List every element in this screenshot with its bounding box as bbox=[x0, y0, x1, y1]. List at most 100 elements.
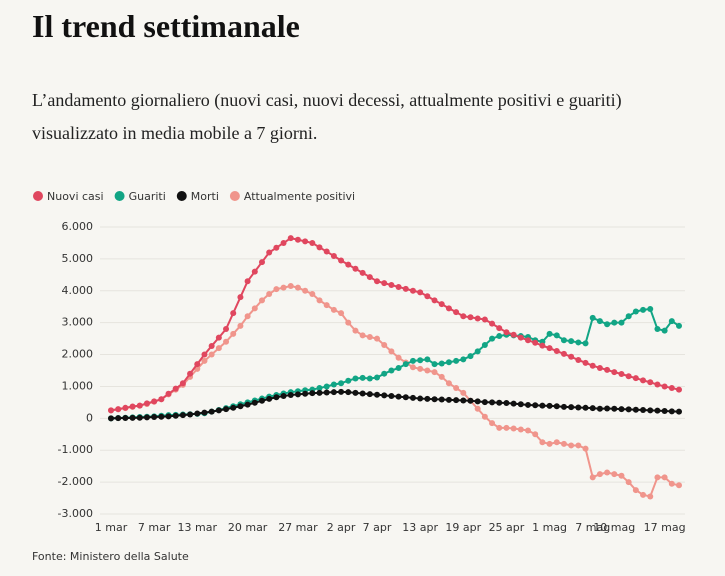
data-point bbox=[625, 313, 632, 320]
data-point bbox=[424, 293, 431, 300]
data-point bbox=[330, 389, 337, 396]
y-tick-label: -3.000 bbox=[58, 507, 93, 520]
data-point bbox=[330, 253, 337, 260]
data-point bbox=[589, 362, 596, 369]
data-point bbox=[489, 335, 496, 342]
x-tick-label: 1 mar bbox=[95, 521, 128, 534]
data-point bbox=[431, 361, 438, 368]
data-point bbox=[230, 330, 237, 337]
data-point bbox=[582, 404, 589, 411]
data-point bbox=[273, 286, 280, 293]
data-point bbox=[374, 278, 381, 285]
data-point bbox=[366, 334, 373, 341]
data-point bbox=[596, 364, 603, 371]
data-point bbox=[647, 379, 654, 386]
data-point bbox=[409, 357, 416, 364]
data-point bbox=[453, 385, 460, 392]
data-point bbox=[467, 314, 474, 321]
data-point bbox=[338, 257, 345, 264]
data-point bbox=[136, 414, 143, 421]
data-point bbox=[467, 397, 474, 404]
data-point bbox=[345, 319, 352, 326]
data-point bbox=[517, 334, 524, 341]
data-point bbox=[129, 414, 136, 421]
data-point bbox=[481, 341, 488, 348]
data-point bbox=[129, 403, 136, 410]
data-point bbox=[625, 373, 632, 380]
data-point bbox=[273, 394, 280, 401]
legend-label: Morti bbox=[191, 190, 219, 203]
data-point bbox=[632, 375, 639, 382]
data-point bbox=[604, 405, 611, 412]
data-point bbox=[359, 332, 366, 339]
data-point bbox=[381, 341, 388, 348]
data-point bbox=[215, 334, 222, 341]
data-point bbox=[575, 356, 582, 363]
data-point bbox=[532, 431, 539, 438]
data-point bbox=[640, 377, 647, 384]
data-point bbox=[496, 325, 503, 332]
data-point bbox=[438, 373, 445, 380]
data-point bbox=[417, 395, 424, 402]
data-point bbox=[438, 396, 445, 403]
data-point bbox=[316, 389, 323, 396]
data-point bbox=[237, 403, 244, 410]
data-point bbox=[618, 406, 625, 413]
data-point bbox=[194, 361, 201, 368]
data-point bbox=[201, 357, 208, 364]
data-point bbox=[158, 413, 165, 420]
data-point bbox=[366, 391, 373, 398]
data-point bbox=[273, 244, 280, 251]
data-point bbox=[474, 348, 481, 355]
data-point bbox=[553, 439, 560, 446]
data-point bbox=[179, 380, 186, 387]
data-point bbox=[359, 269, 366, 276]
data-point bbox=[338, 310, 345, 317]
data-point bbox=[481, 316, 488, 323]
data-point bbox=[280, 393, 287, 400]
data-point bbox=[143, 400, 150, 407]
data-point bbox=[560, 350, 567, 357]
x-tick-label: 20 mar bbox=[228, 521, 268, 534]
data-point bbox=[625, 406, 632, 413]
data-point bbox=[359, 374, 366, 381]
data-point bbox=[323, 302, 330, 309]
data-point bbox=[640, 306, 647, 313]
data-point bbox=[208, 351, 215, 358]
y-tick-label: 5.000 bbox=[62, 252, 94, 265]
data-point bbox=[359, 390, 366, 397]
data-point bbox=[525, 337, 532, 344]
data-point bbox=[352, 327, 359, 334]
data-point bbox=[280, 284, 287, 291]
data-point bbox=[654, 381, 661, 388]
data-point bbox=[640, 491, 647, 498]
data-point bbox=[151, 398, 158, 405]
data-point bbox=[647, 493, 654, 500]
data-point bbox=[302, 287, 309, 294]
data-point bbox=[445, 396, 452, 403]
data-point bbox=[294, 391, 301, 398]
data-point bbox=[352, 389, 359, 396]
y-tick-label: 0 bbox=[86, 411, 93, 424]
y-tick-label: 4.000 bbox=[62, 284, 94, 297]
x-tick-label: 7 apr bbox=[363, 521, 392, 534]
data-point bbox=[287, 235, 294, 242]
data-point bbox=[395, 393, 402, 400]
data-point bbox=[654, 326, 661, 333]
data-point bbox=[223, 326, 230, 333]
data-point bbox=[654, 474, 661, 481]
data-point bbox=[546, 345, 553, 352]
data-point bbox=[553, 403, 560, 410]
x-tick-label: 25 apr bbox=[489, 521, 525, 534]
data-point bbox=[172, 385, 179, 392]
data-point bbox=[438, 360, 445, 367]
data-point bbox=[395, 283, 402, 290]
data-point bbox=[453, 357, 460, 364]
legend-label: Attualmente positivi bbox=[244, 190, 355, 203]
data-point bbox=[330, 381, 337, 388]
data-point bbox=[345, 377, 352, 384]
data-point bbox=[402, 361, 409, 368]
data-point bbox=[395, 354, 402, 361]
data-point bbox=[388, 393, 395, 400]
legend-marker bbox=[229, 191, 240, 201]
